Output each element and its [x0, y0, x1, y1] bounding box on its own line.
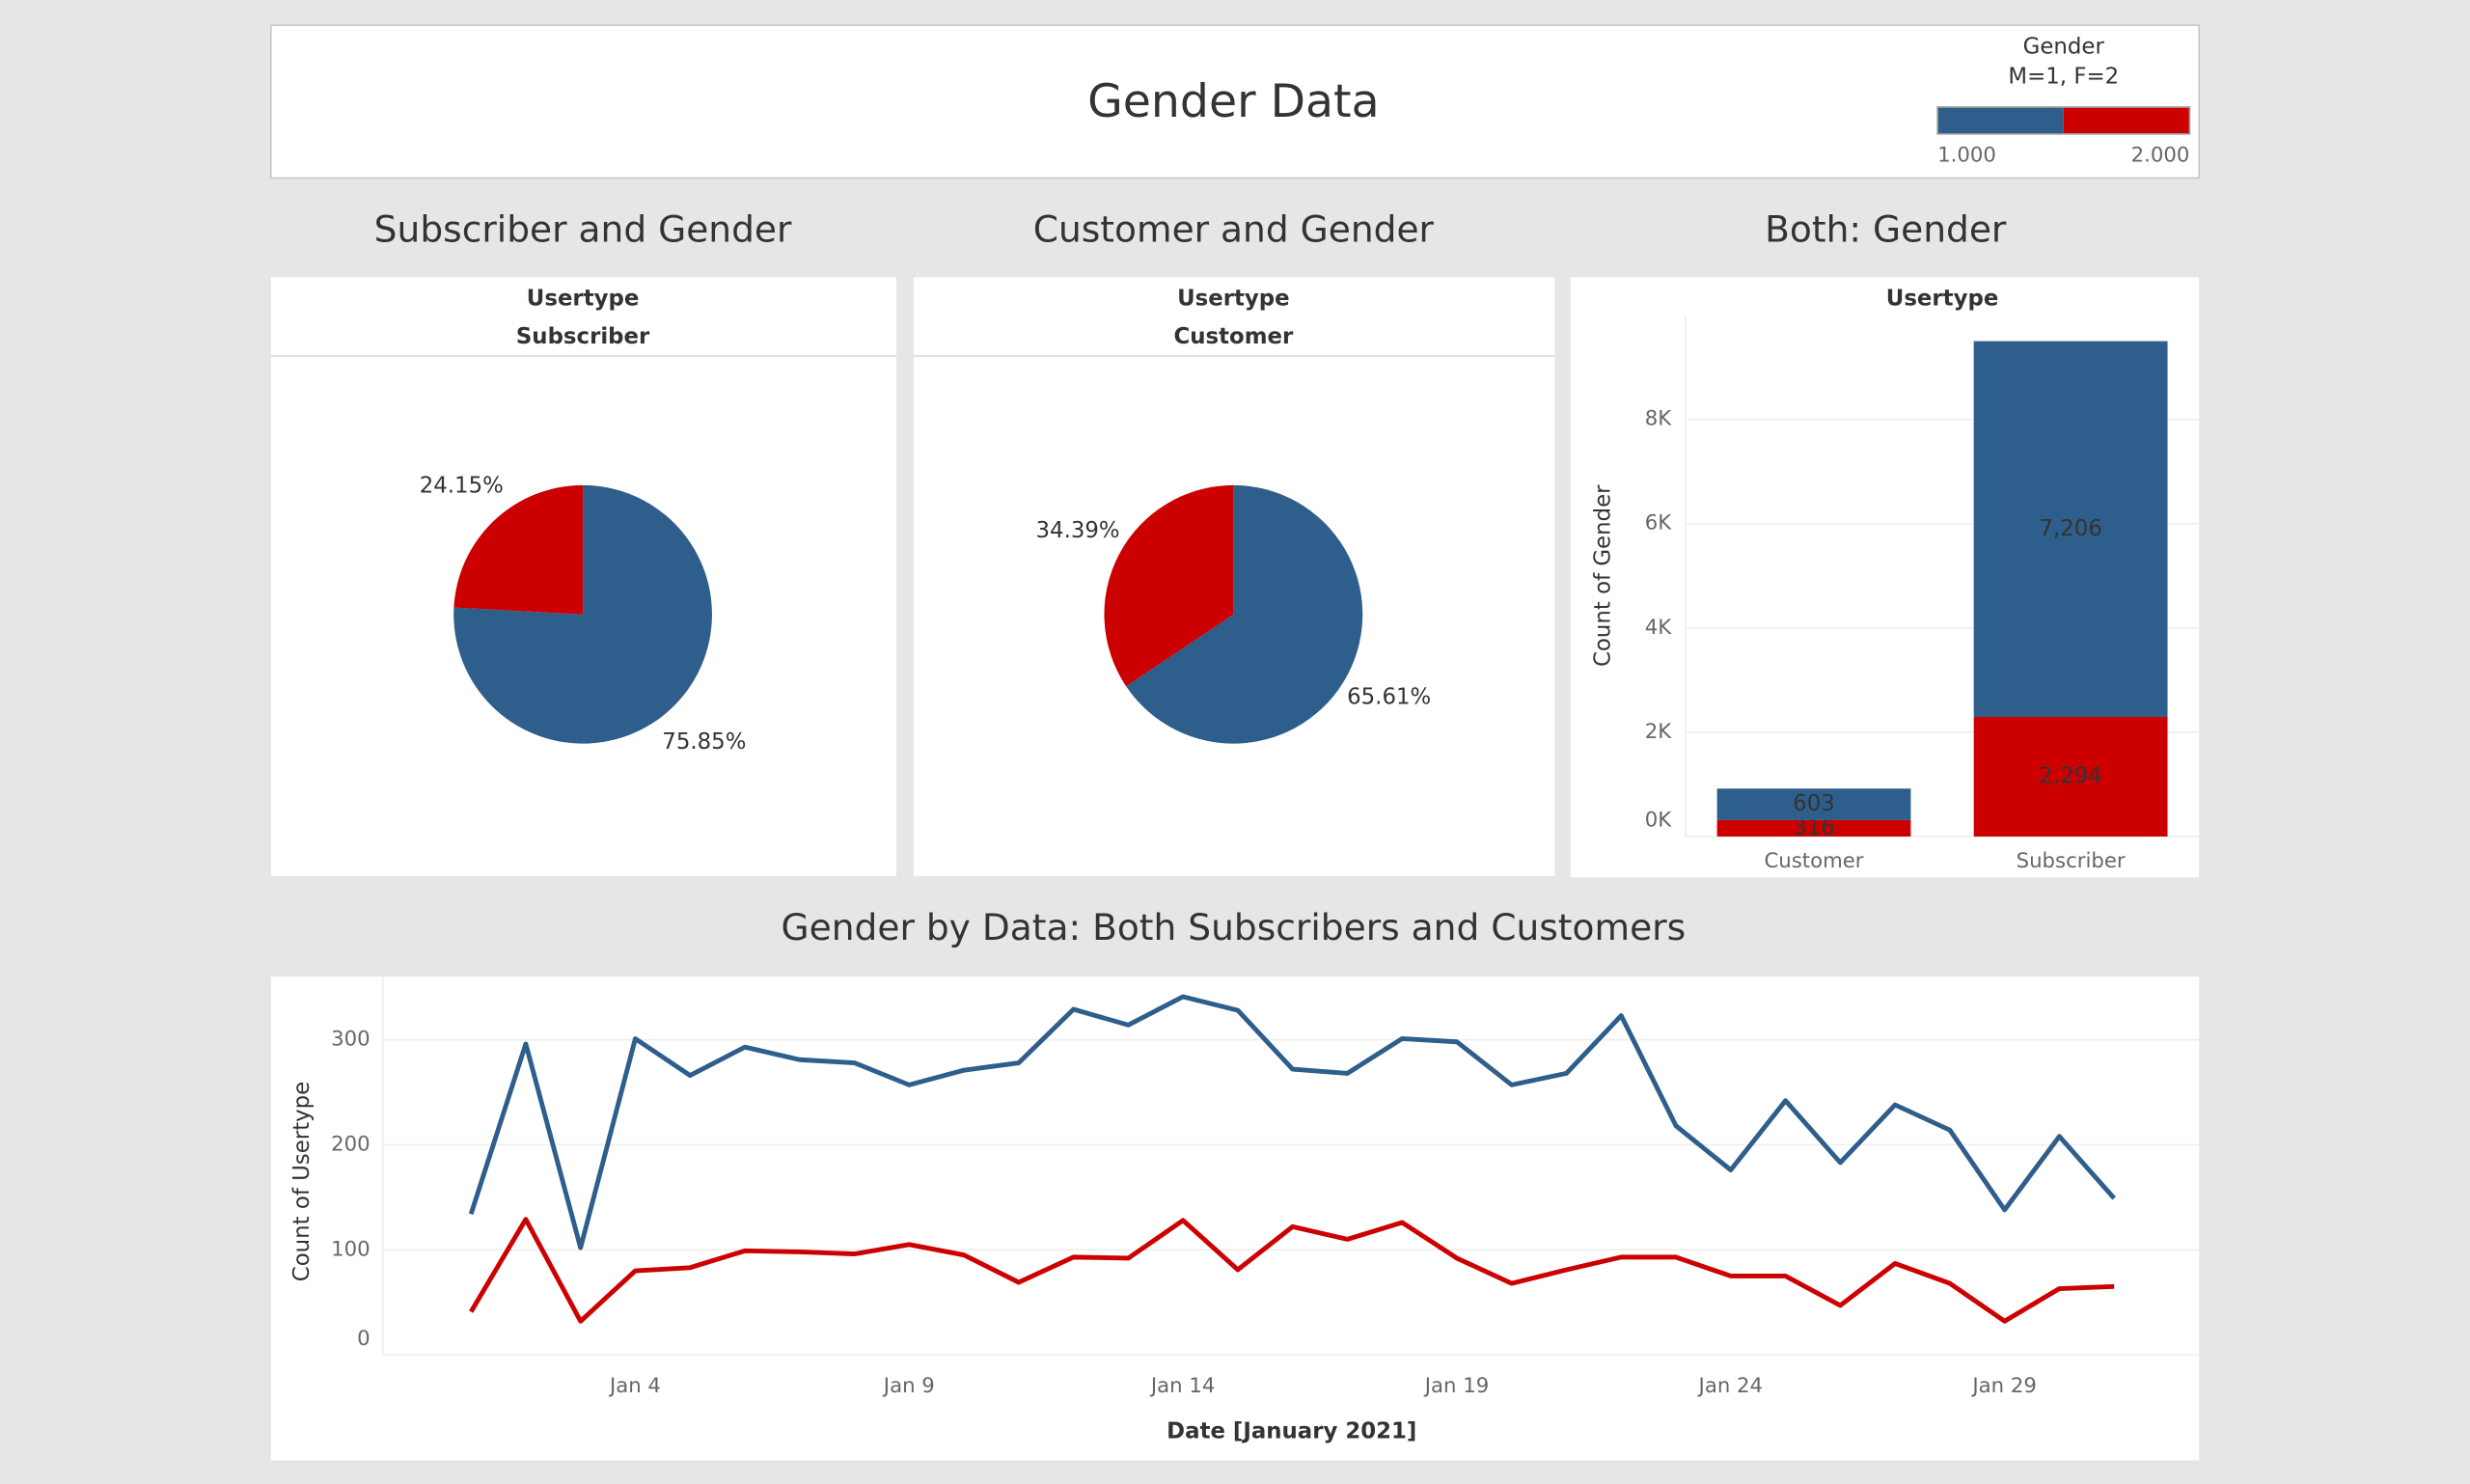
x-tick-label: Jan 29	[1970, 1374, 2036, 1398]
y-tick-label: 0	[357, 1327, 370, 1351]
y-tick-label: 2K	[1645, 720, 1673, 744]
pie-slice	[453, 484, 712, 744]
bar-segment	[1973, 341, 2168, 717]
pie-slice	[453, 484, 584, 615]
header-box	[269, 24, 2200, 179]
bar-segment	[1973, 716, 2168, 837]
panel	[270, 976, 2200, 1461]
panel-header: Usertype	[527, 287, 640, 312]
panel-header: Usertype	[1177, 287, 1290, 312]
data-label: 75.85%	[662, 729, 746, 755]
data-label: 603	[1793, 791, 1835, 816]
pie-slice	[1104, 484, 1234, 687]
legend-tick-label: 1.000	[1937, 144, 1996, 168]
y-tick-label: 100	[331, 1237, 370, 1261]
bar-segment	[1716, 819, 1911, 837]
bar-segment	[1716, 788, 1911, 820]
chart-title: Gender by Data: Both Subscribers and Cus…	[782, 906, 1687, 948]
pie-slice	[1126, 484, 1363, 744]
data-label: 24.15%	[420, 474, 504, 499]
y-tick-label: 300	[331, 1028, 370, 1052]
y-tick-label: 0K	[1645, 809, 1673, 833]
legend-swatch	[2063, 107, 2190, 134]
panel-header: Usertype	[1886, 287, 1999, 312]
data-label: 34.39%	[1036, 518, 1120, 543]
legend-tick-label: 2.000	[2131, 144, 2190, 168]
chart-title: Customer and Gender	[1033, 208, 1435, 251]
x-tick-label: Jan 19	[1423, 1374, 1489, 1398]
y-axis-label: Count of Usertype	[289, 1082, 315, 1281]
x-tick-label: Jan 14	[1149, 1374, 1215, 1398]
x-tick-label: Jan 4	[608, 1374, 661, 1398]
legend-swatch	[1937, 107, 2064, 134]
panel-subheader: Customer	[1173, 324, 1294, 349]
x-tick-label: Subscriber	[2017, 849, 2126, 873]
y-axis-label: Count of Gender	[1591, 484, 1616, 667]
y-tick-label: 200	[331, 1132, 370, 1156]
x-tick-label: Jan 9	[882, 1374, 935, 1398]
line-series	[468, 994, 2117, 1250]
data-label: 65.61%	[1347, 684, 1431, 709]
data-label: 2,294	[2039, 763, 2101, 788]
y-tick-label: 4K	[1645, 616, 1673, 640]
chart-title: Subscriber and Gender	[374, 208, 792, 251]
legend-title: Gender	[2023, 35, 2105, 60]
chart-title: Both: Gender	[1765, 208, 2007, 251]
x-axis-label: Date [January 2021]	[1166, 1419, 1416, 1444]
data-label: 7,206	[2039, 516, 2101, 541]
legend-frame	[1936, 106, 2191, 135]
x-tick-label: Jan 24	[1697, 1374, 1763, 1398]
y-tick-label: 6K	[1645, 511, 1673, 536]
dashboard-title: Gender Data	[1087, 75, 1379, 128]
panel-subheader: Subscriber	[516, 324, 650, 349]
legend-subtitle: M=1, F=2	[2008, 65, 2119, 90]
x-tick-label: Customer	[1764, 849, 1863, 873]
y-tick-label: 8K	[1645, 407, 1673, 431]
line-series	[469, 1217, 2115, 1324]
